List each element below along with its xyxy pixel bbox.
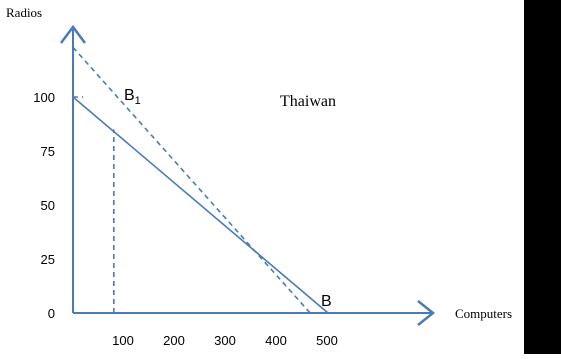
x-axis-label: Computers bbox=[455, 306, 512, 321]
point-label: B bbox=[321, 293, 332, 310]
y-tick-label: 25 bbox=[41, 252, 55, 267]
point-label-subscript: 1 bbox=[135, 95, 141, 107]
point-label-main: B bbox=[321, 293, 332, 310]
y-axis-arrowhead bbox=[60, 24, 86, 44]
ppf-line bbox=[72, 96, 329, 314]
region-label: Thaiwan bbox=[280, 93, 336, 110]
y-tick-label: 75 bbox=[41, 144, 55, 159]
x-tick-label: 500 bbox=[316, 333, 338, 348]
y-tick-label: 50 bbox=[41, 198, 55, 213]
y-axis-label: Radios bbox=[6, 5, 42, 20]
tradeline-line bbox=[72, 46, 311, 314]
y-tick-label: 0 bbox=[48, 306, 55, 321]
right-black-bar bbox=[524, 0, 561, 354]
point-label: B1 bbox=[124, 87, 141, 107]
y-tick-label: 100 bbox=[33, 90, 55, 105]
x-axis-arrowhead bbox=[417, 300, 436, 326]
x-tick-label: 400 bbox=[265, 333, 287, 348]
x-tick-label: 100 bbox=[112, 333, 134, 348]
x-tick-label: 200 bbox=[163, 333, 185, 348]
point-label-main: B bbox=[124, 87, 135, 104]
x-tick-label: 300 bbox=[214, 333, 236, 348]
